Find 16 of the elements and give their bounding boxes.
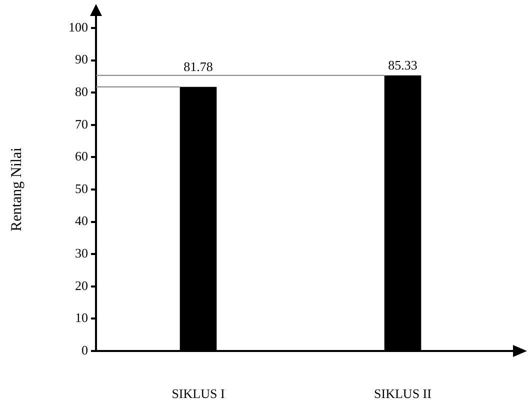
y-tick-label: 30: [75, 246, 88, 261]
y-axis-title: Rentang Nilai: [8, 148, 25, 232]
data-label: 81.78: [184, 58, 213, 74]
y-tick-label: 100: [68, 19, 88, 34]
y-tick-label: 70: [75, 116, 88, 132]
x-tick-label: SIKLUS II: [374, 386, 432, 402]
y-tick-label: 50: [75, 180, 88, 196]
y-tick-label: 10: [75, 310, 88, 326]
y-tick-label: 60: [75, 148, 88, 164]
y-tick-label: 90: [75, 52, 88, 67]
y-tick-label: 80: [75, 84, 88, 100]
y-tick-label: 20: [75, 278, 88, 293]
x-tick-label: SIKLUS I: [172, 386, 225, 402]
data-label: 85.33: [388, 57, 418, 72]
y-tick-label: 40: [75, 213, 88, 228]
y-tick-label: 0: [82, 342, 88, 358]
